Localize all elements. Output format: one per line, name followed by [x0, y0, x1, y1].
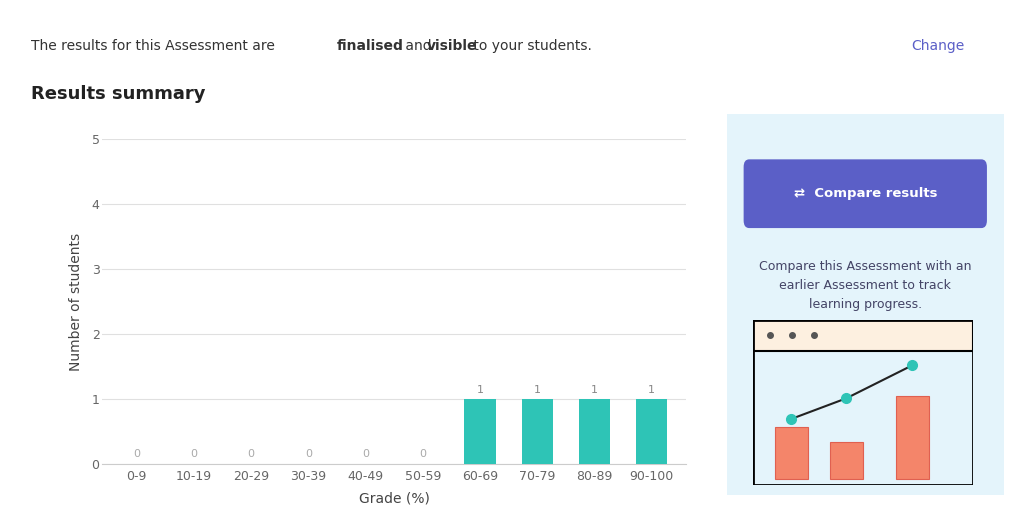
Text: 0: 0 — [133, 449, 140, 459]
Text: 1: 1 — [476, 385, 483, 395]
FancyBboxPatch shape — [724, 110, 1007, 499]
Text: 0: 0 — [420, 449, 426, 459]
Text: and: and — [401, 39, 436, 54]
Y-axis label: Number of students: Number of students — [70, 233, 83, 371]
Text: finalised: finalised — [337, 39, 403, 54]
FancyBboxPatch shape — [24, 110, 714, 499]
Text: 0: 0 — [248, 449, 255, 459]
Bar — [896, 396, 929, 479]
Text: The results for this Assessment are: The results for this Assessment are — [31, 39, 279, 54]
FancyBboxPatch shape — [753, 320, 973, 351]
X-axis label: Grade (%): Grade (%) — [358, 491, 430, 505]
FancyBboxPatch shape — [743, 159, 987, 228]
Bar — [521, 399, 553, 464]
Text: 1: 1 — [534, 385, 541, 395]
Text: visible: visible — [426, 39, 477, 54]
Text: 1: 1 — [648, 385, 655, 395]
Text: 0: 0 — [305, 449, 312, 459]
Text: Compare this Assessment with an
earlier Assessment to track
learning progress.: Compare this Assessment with an earlier … — [759, 260, 972, 311]
Bar — [636, 399, 668, 464]
Text: Change: Change — [911, 39, 965, 54]
Bar — [829, 442, 862, 479]
Bar — [579, 399, 610, 464]
Bar — [464, 399, 496, 464]
Text: to your students.: to your students. — [469, 39, 592, 54]
Bar — [774, 427, 808, 479]
Text: ⇄  Compare results: ⇄ Compare results — [794, 187, 937, 200]
Text: Results summary: Results summary — [31, 85, 205, 103]
Text: 0: 0 — [362, 449, 369, 459]
Text: 0: 0 — [190, 449, 198, 459]
Text: 1: 1 — [591, 385, 598, 395]
